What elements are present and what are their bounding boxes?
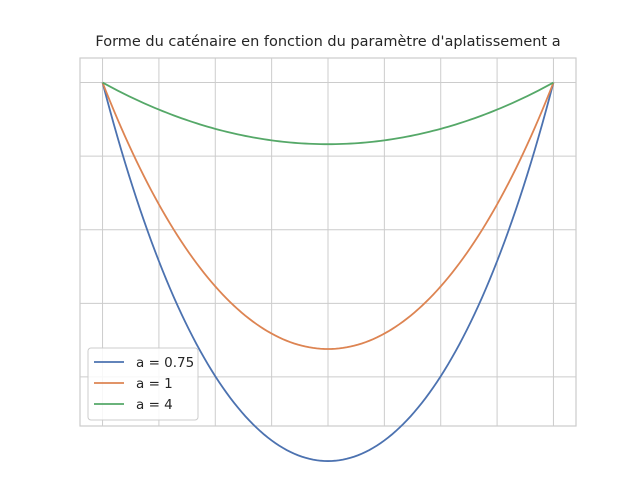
- plot-frame: [79, 57, 577, 427]
- series-line: [102, 81, 554, 146]
- grid: [80, 58, 576, 426]
- legend-box: [87, 347, 199, 421]
- legend-label: a = 1: [136, 376, 173, 392]
- series-line: [101, 82, 555, 462]
- series-group: [101, 81, 555, 462]
- legend-label: a = 0.75: [136, 355, 194, 371]
- legend: a = 0.75 a = 1 a = 4: [87, 347, 199, 421]
- legend-label: a = 4: [136, 397, 173, 413]
- series-line: [101, 82, 555, 350]
- chart-title: Forme du caténaire en fonction du paramè…: [95, 34, 561, 50]
